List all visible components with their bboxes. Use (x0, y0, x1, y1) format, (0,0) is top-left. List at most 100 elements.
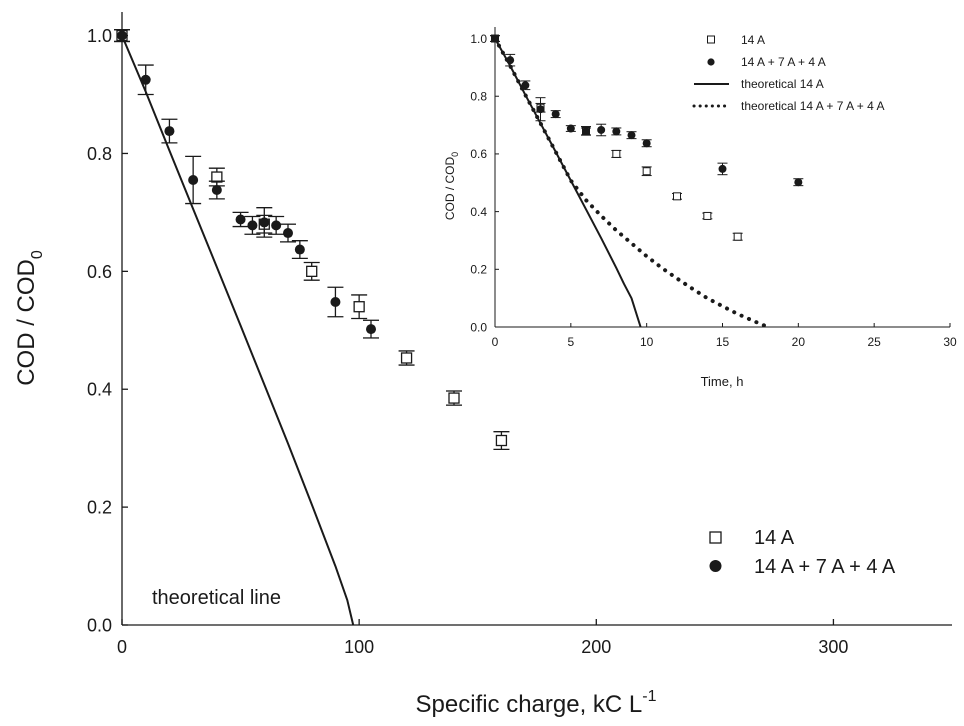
inset-point-open-square (703, 211, 712, 220)
main-point-filled-circle (164, 126, 175, 137)
inset-legend-label-combined: 14 A + 7 A + 4 A (741, 55, 826, 69)
main-point-filled-circle (235, 214, 246, 225)
main-y-axis-label-subscript: 0 (29, 250, 46, 259)
inset-legend-marker-open-square (707, 35, 715, 44)
main-y-tick-label: 0.2 (87, 498, 112, 518)
inset-y-tick-label: 0.0 (470, 320, 487, 334)
main-series-layer (114, 29, 510, 626)
inset-x-tick-label: 30 (943, 335, 957, 349)
main-legend-marker-filled-circle (709, 560, 722, 572)
main-y-tick-label: 0.4 (87, 380, 112, 400)
inset-x-tick-label: 15 (716, 335, 730, 349)
main-y-tick-label: 1.0 (87, 26, 112, 46)
inset-point-filled-circle (627, 131, 636, 140)
inset-point-filled-circle (521, 81, 530, 90)
main-point-filled-circle (330, 296, 341, 307)
inset-theoretical-dotted-line (493, 36, 770, 329)
inset-legend-entry-combined: 14 A + 7 A + 4 A (707, 55, 826, 69)
main-y-axis-label-text: COD / COD (13, 259, 40, 386)
inset-x-tick-label: 0 (492, 335, 499, 349)
inset-point-filled-circle (566, 124, 575, 133)
main-point-open-square (306, 265, 318, 277)
inset-y-tick-label: 0.6 (470, 147, 487, 161)
inset-y-ticks: 0.0 0.2 0.4 0.6 0.8 1.0 (470, 32, 499, 334)
inset-point-filled-circle (642, 139, 651, 148)
inset-point-open-square (673, 192, 681, 201)
main-point-open-square (495, 434, 508, 447)
main-point-filled-circle (294, 244, 305, 255)
main-legend-entry-combined: 14 A + 7 A + 4 A (709, 556, 896, 578)
main-point-filled-circle (259, 217, 270, 228)
inset-y-tick-label: 0.4 (470, 205, 487, 219)
inset-point-filled-circle (718, 164, 727, 173)
inset-point-filled-circle (794, 178, 803, 187)
inset-series-layer (490, 34, 804, 329)
main-point-filled-circle (283, 228, 293, 239)
inset-y-tick-label: 1.0 (470, 32, 487, 46)
inset-x-tick-label: 20 (792, 335, 806, 349)
main-point-filled-circle (366, 324, 376, 335)
main-point-open-square (353, 301, 365, 313)
inset-legend-entry-theoretical-14a: theoretical 14 A (694, 77, 824, 91)
theoretical-line-annotation: theoretical line (152, 587, 281, 609)
main-point-filled-circle (188, 174, 199, 185)
main-legend-entry-14a: 14 A (709, 527, 795, 549)
main-plot: 0.00.20.40.60.81.0 0 100 200 300 theoretica… (13, 12, 952, 718)
inset-legend-label-14a: 14 A (741, 33, 765, 47)
main-y-axis-label: COD / COD0 (13, 250, 46, 386)
main-legend: 14 A 14 A + 7 A + 4 A (709, 527, 896, 578)
main-x-tick-label: 200 (581, 637, 611, 657)
inset-point-filled-circle (582, 127, 590, 136)
inset-y-tick-label: 0.8 (470, 90, 487, 104)
inset-legend: 14 A 14 A + 7 A + 4 A theoretical 14 A t… (692, 33, 884, 113)
main-legend-label-combined: 14 A + 7 A + 4 A (754, 556, 896, 578)
inset-x-axis-label: Time, h (701, 374, 744, 389)
main-legend-label-14a: 14 A (754, 527, 795, 549)
inset-point-filled-circle (551, 110, 560, 119)
inset-x-tick-label: 25 (867, 335, 881, 349)
main-theoretical-solid-line (121, 35, 355, 626)
main-y-ticks: 0.0 0.2 0.4 0.6 0.8 1.0 (87, 26, 128, 635)
inset-x-tick-label: 5 (567, 335, 574, 349)
inset-y-axis-label-text: COD / COD (443, 157, 457, 221)
inset-point-open-square (612, 149, 621, 158)
main-point-filled-circle (211, 185, 222, 196)
inset-point-open-square (642, 167, 651, 176)
inset-y-axis-label: COD / COD0 (443, 152, 460, 220)
inset-point-filled-circle (536, 105, 545, 114)
inset-legend-entry-theoretical-combined: theoretical 14 A + 7 A + 4 A (692, 99, 884, 113)
main-point-filled-circle (117, 30, 127, 41)
inset-point-open-square (733, 232, 742, 241)
main-point-open-square (448, 392, 460, 404)
main-y-tick-label: 0.0 (87, 615, 112, 635)
main-point-filled-circle (140, 74, 151, 85)
inset-point-filled-circle (506, 56, 515, 65)
inset-x-ticks: 0 5 10 15 20 25 30 (492, 323, 957, 349)
main-x-tick-label: 0 (117, 637, 127, 657)
main-x-axis-label: Specific charge, kC L-1 (415, 688, 656, 718)
inset-legend-entry-14a: 14 A (707, 33, 765, 47)
main-x-axis-label-text: Specific charge, kC L (415, 691, 642, 718)
main-y-tick-label: 0.8 (87, 144, 112, 164)
main-x-tick-label: 300 (818, 637, 848, 657)
inset-legend-label-theoretical-14a: theoretical 14 A (741, 77, 824, 91)
inset-point-filled-circle (597, 125, 606, 134)
main-point-open-square (400, 352, 413, 364)
inset-y-tick-label: 0.2 (470, 263, 487, 277)
main-x-ticks: 0 100 200 300 (117, 619, 848, 657)
inset-legend-label-theoretical-combined: theoretical 14 A + 7 A + 4 A (741, 99, 884, 113)
main-x-axis-label-superscript: -1 (642, 688, 656, 705)
inset-point-filled-circle (491, 34, 499, 43)
inset-y-axis-label-subscript: 0 (450, 152, 460, 157)
main-x-tick-label: 100 (344, 637, 374, 657)
inset-point-filled-circle (612, 127, 621, 136)
inset-legend-marker-filled-circle (707, 58, 715, 66)
inset-x-tick-label: 10 (640, 335, 654, 349)
main-point-filled-circle (271, 220, 282, 231)
main-legend-marker-open-square (709, 531, 722, 544)
main-point-filled-circle (247, 220, 258, 231)
main-y-tick-label: 0.6 (87, 262, 112, 282)
inset-plot: 0.0 0.2 0.4 0.6 0.8 1.0 0 5 10 15 20 25 30 COD / CO… (443, 27, 957, 389)
